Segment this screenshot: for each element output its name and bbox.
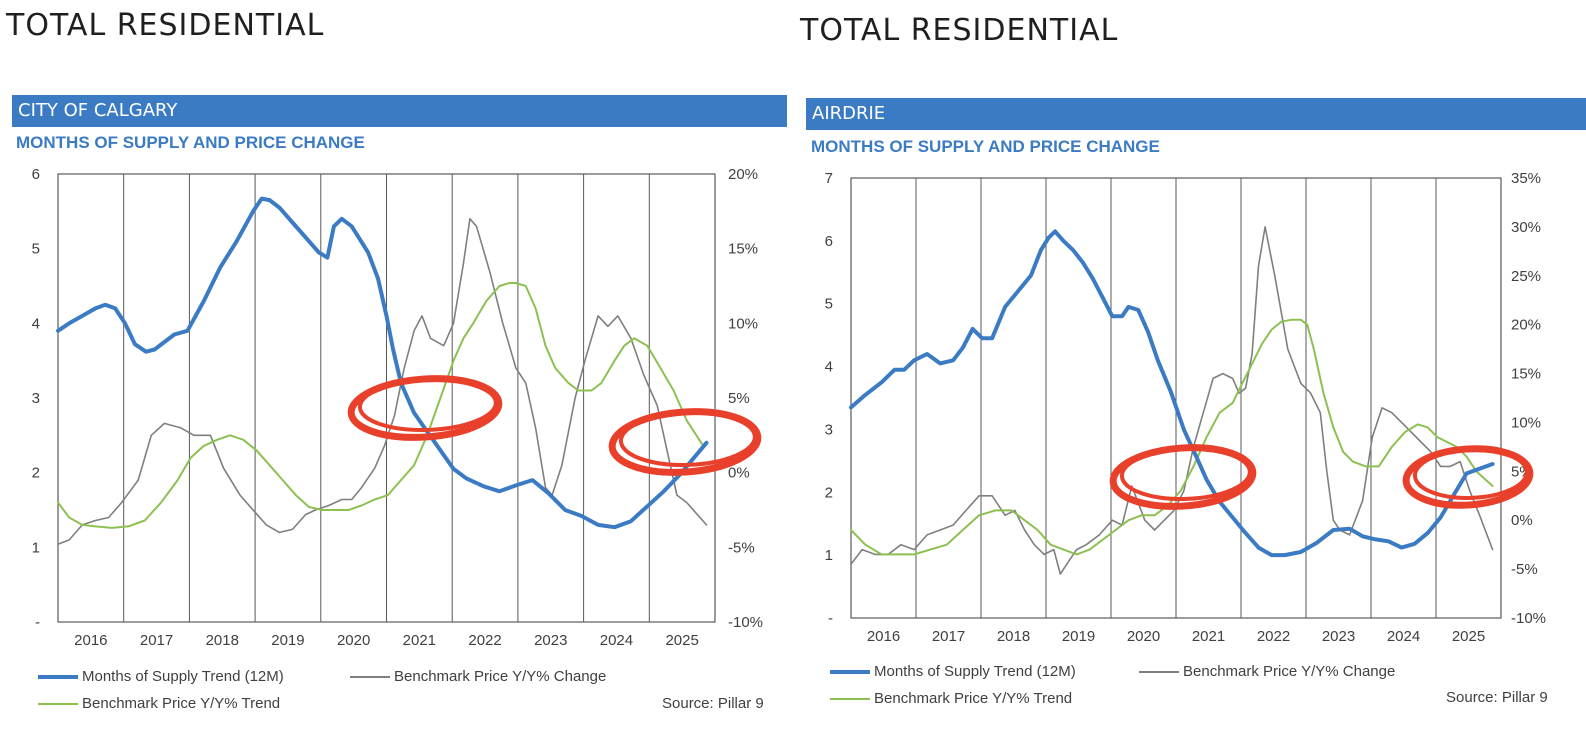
- y-right-tick-label: -10%: [1511, 610, 1546, 627]
- legend-change-label: Benchmark Price Y/Y% Change: [394, 668, 607, 685]
- y-right-tick-label: 25%: [1511, 268, 1541, 285]
- x-tick-label: 2018: [206, 632, 239, 649]
- series-line-supply: [849, 229, 1495, 558]
- region-header: CITY OF CALGARY: [12, 95, 787, 127]
- y-right-tick-label: 30%: [1511, 219, 1541, 236]
- legend-supply-swatch: [830, 669, 870, 674]
- chart-subtitle: MONTHS OF SUPPLY AND PRICE CHANGE: [811, 137, 1160, 156]
- series-line-change: [850, 226, 1494, 575]
- calgary-panel: TOTAL RESIDENTIAL CITY OF CALGARY MONTHS…: [6, 8, 787, 712]
- y-right-tick-label: 10%: [728, 315, 758, 332]
- x-tick-label: 2018: [997, 628, 1030, 645]
- y-left-tick-label: 5: [825, 296, 833, 313]
- annotation-circle-stroke: [618, 410, 757, 467]
- airdrie-chart: 2016 2017 2018 2019 2020 2021 2022 2023 2024 2025…: [825, 170, 1546, 645]
- chart-subtitle: MONTHS OF SUPPLY AND PRICE CHANGE: [16, 133, 365, 152]
- y-left-tick-label: 4: [825, 359, 833, 376]
- region-header: AIRDRIE: [806, 98, 1586, 130]
- legend-supply-label: Months of Supply Trend (12M): [874, 663, 1076, 680]
- y-left-tick-label: 6: [32, 166, 40, 183]
- y-left-tick-label: -: [35, 614, 40, 631]
- legend-supply-label: Months of Supply Trend (12M): [82, 668, 284, 685]
- x-tick-label: 2019: [271, 632, 304, 649]
- legend-trend-label: Benchmark Price Y/Y% Trend: [874, 690, 1073, 707]
- annotation-circle-stroke: [1119, 446, 1252, 501]
- legend-trend-label: Benchmark Price Y/Y% Trend: [82, 695, 281, 712]
- annotation-circle-stroke: [1412, 447, 1529, 500]
- y-right-tick-label: -5%: [1511, 561, 1538, 578]
- y-right-tick-label: 35%: [1511, 170, 1541, 187]
- x-tick-label: 2017: [932, 628, 965, 645]
- legend-trend: Benchmark Price Y/Y% Trend: [38, 695, 280, 712]
- series-line-trend: [57, 282, 705, 529]
- x-tick-label: 2016: [74, 632, 107, 649]
- y-right-tick-label: -10%: [728, 614, 763, 631]
- source-note: Source: Pillar 9: [662, 695, 764, 712]
- main-title: TOTAL RESIDENTIAL: [800, 13, 1119, 48]
- x-tick-label: 2022: [1257, 628, 1290, 645]
- y-right-tick-label: 20%: [728, 166, 758, 183]
- legend-supply-swatch: [38, 674, 78, 679]
- series-line-supply: [56, 196, 709, 530]
- y-right-tick-label: -5%: [728, 539, 755, 556]
- y-left-tick-label: 2: [32, 465, 40, 482]
- series-line-change: [57, 218, 708, 546]
- x-tick-label: 2024: [600, 632, 633, 649]
- y-right-tick-label: 0%: [728, 465, 750, 482]
- legend-trend-swatch: [830, 697, 870, 700]
- y-left-tick-label: 2: [825, 484, 833, 501]
- legend-change-label: Benchmark Price Y/Y% Change: [1183, 663, 1396, 680]
- annotation-circle-stroke: [357, 377, 498, 432]
- y-left-tick-label: 5: [32, 241, 40, 258]
- legend-supply: Months of Supply Trend (12M): [830, 663, 1076, 680]
- legend-change: Benchmark Price Y/Y% Change: [1139, 663, 1395, 680]
- y-left-tick-label: 7: [825, 170, 833, 187]
- y-left-tick-label: -: [828, 610, 833, 627]
- x-tick-label: 2023: [534, 632, 567, 649]
- y-left-tick-label: 3: [825, 421, 833, 438]
- legend-change-swatch: [350, 675, 390, 678]
- x-tick-label: 2025: [665, 632, 698, 649]
- legend-trend-swatch: [38, 702, 78, 705]
- y-right-tick-label: 20%: [1511, 317, 1541, 334]
- y-right-tick-label: 0%: [1511, 512, 1533, 529]
- legend-change-swatch: [1139, 670, 1179, 673]
- x-tick-label: 2017: [140, 632, 173, 649]
- source-note: Source: Pillar 9: [1446, 689, 1548, 706]
- legend-change: Benchmark Price Y/Y% Change: [350, 668, 606, 685]
- legend-supply: Months of Supply Trend (12M): [38, 668, 284, 685]
- x-tick-label: 2024: [1387, 628, 1420, 645]
- calgary-chart: 2016 2017 2018 2019 2020 2021 2022 2023 2024 2025…: [32, 166, 763, 649]
- main-title: TOTAL RESIDENTIAL: [6, 8, 325, 43]
- y-left-tick-label: 1: [825, 547, 833, 564]
- x-tick-label: 2020: [1127, 628, 1160, 645]
- legend-trend: Benchmark Price Y/Y% Trend: [830, 690, 1072, 707]
- airdrie-panel: TOTAL RESIDENTIAL AIRDRIE MONTHS OF SUPP…: [793, 0, 1586, 732]
- y-left-tick-label: 6: [825, 233, 833, 250]
- y-left-tick-label: 4: [32, 315, 40, 332]
- y-right-tick-label: 5%: [728, 390, 750, 407]
- x-tick-label: 2023: [1322, 628, 1355, 645]
- y-left-tick-label: 1: [32, 539, 40, 556]
- x-tick-label: 2020: [337, 632, 370, 649]
- x-tick-label: 2022: [468, 632, 501, 649]
- y-right-tick-label: 15%: [1511, 366, 1541, 383]
- y-left-tick-label: 3: [32, 390, 40, 407]
- x-tick-label: 2025: [1452, 628, 1485, 645]
- x-tick-label: 2019: [1062, 628, 1095, 645]
- y-right-tick-label: 10%: [1511, 414, 1541, 431]
- x-tick-label: 2016: [867, 628, 900, 645]
- series-line-trend: [850, 318, 1494, 556]
- y-right-tick-label: 15%: [728, 241, 758, 258]
- x-tick-label: 2021: [403, 632, 436, 649]
- x-tick-label: 2021: [1192, 628, 1225, 645]
